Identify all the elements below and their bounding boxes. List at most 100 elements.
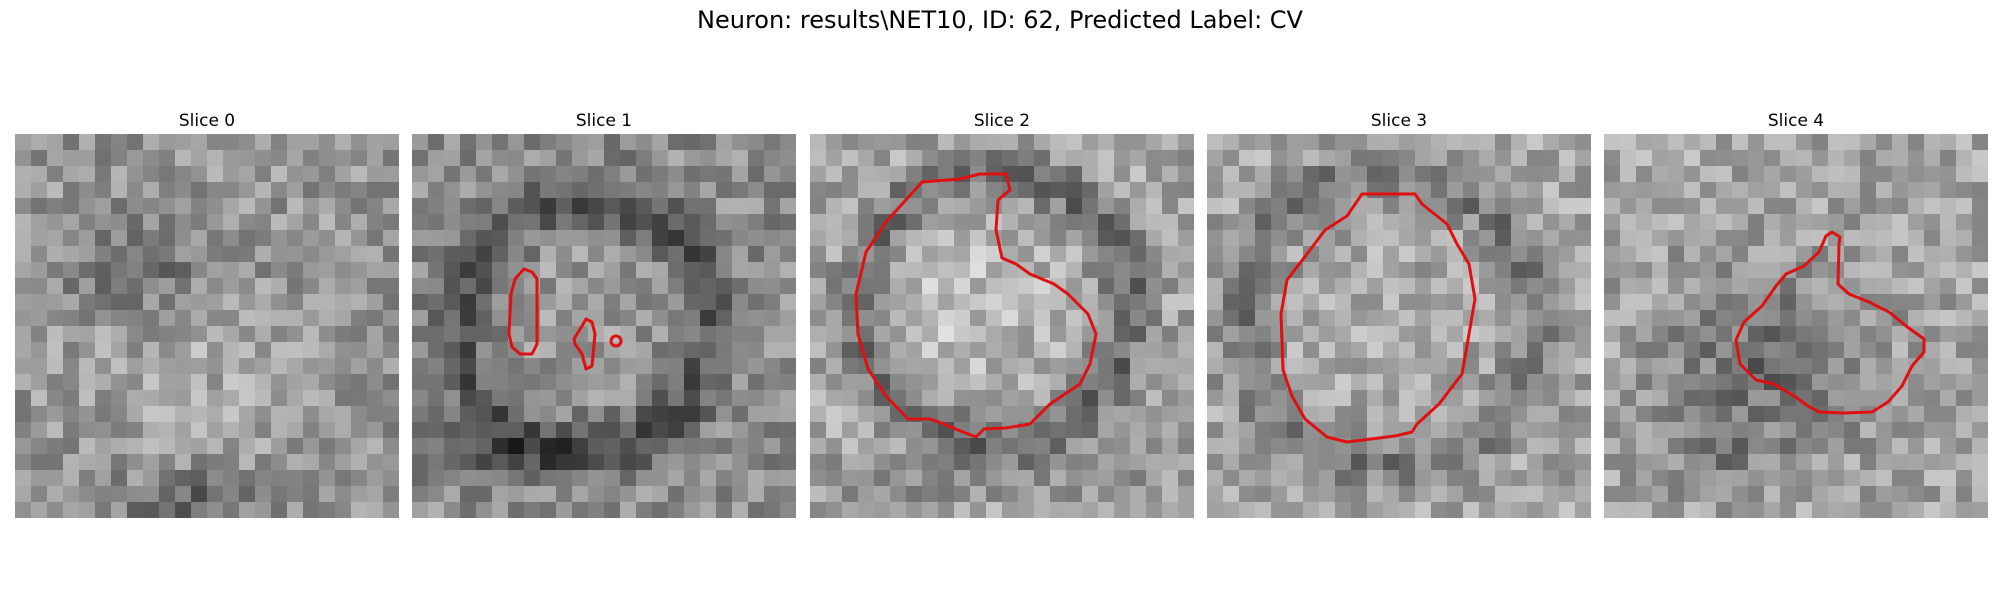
image-pixel [1351,294,1368,311]
image-pixel [1367,230,1384,247]
image-pixel [540,262,557,279]
image-pixel [476,422,493,439]
image-pixel [732,438,749,455]
image-pixel [412,150,429,167]
image-pixel [1684,134,1701,151]
image-pixel [1239,246,1256,263]
image-pixel [810,406,827,423]
image-pixel [255,486,272,503]
image-pixel [1034,214,1051,231]
image-pixel [239,166,256,183]
image-pixel [63,342,80,359]
image-pixel [1812,134,1829,151]
image-pixel [764,262,781,279]
image-pixel [842,358,859,375]
image-pixel [556,182,573,199]
image-pixel [1255,198,1272,215]
image-pixel [780,342,796,359]
image-pixel [460,486,477,503]
image-pixel [1447,486,1464,503]
image-pixel [970,374,987,391]
image-pixel [1511,454,1528,471]
image-pixel [986,134,1003,151]
image-pixel [1940,310,1957,327]
image-pixel [1668,166,1685,183]
image-pixel [1700,342,1717,359]
image-pixel [1178,470,1194,487]
image-pixel [351,406,368,423]
image-pixel [1956,454,1973,471]
image-pixel [588,454,605,471]
image-pixel [986,214,1003,231]
image-pixel [1415,342,1432,359]
image-pixel [111,278,128,295]
image-pixel [47,406,64,423]
image-pixel [95,486,112,503]
image-pixel [47,454,64,471]
image-pixel [1924,182,1941,199]
image-pixel [1796,134,1813,151]
image-pixel [1178,454,1194,471]
image-pixel [1479,470,1496,487]
image-pixel [1066,422,1083,439]
image-pixel [1764,230,1781,247]
image-pixel [335,438,352,455]
image-pixel [444,150,461,167]
image-pixel [1876,406,1893,423]
image-pixel [223,166,240,183]
image-pixel [351,182,368,199]
image-pixel [1447,150,1464,167]
image-pixel [1543,502,1560,518]
image-pixel [858,486,875,503]
image-pixel [1812,438,1829,455]
image-pixel [826,310,843,327]
image-pixel [1018,134,1035,151]
image-pixel [652,294,669,311]
image-pixel [1844,358,1861,375]
image-pixel [1367,198,1384,215]
image-pixel [780,486,796,503]
image-pixel [906,166,923,183]
image-pixel [890,182,907,199]
image-pixel [1604,246,1621,263]
image-pixel [572,262,589,279]
image-pixel [367,470,384,487]
image-pixel [47,246,64,263]
image-pixel [970,438,987,455]
image-pixel [1620,230,1637,247]
image-pixel [1764,182,1781,199]
image-pixel [810,342,827,359]
image-pixel [1924,278,1941,295]
image-pixel [1146,134,1163,151]
image-pixel [1479,502,1496,518]
image-pixel [1636,230,1653,247]
image-pixel [556,310,573,327]
image-pixel [1399,454,1416,471]
image-pixel [1002,214,1019,231]
image-pixel [748,406,765,423]
image-pixel [1796,230,1813,247]
image-pixel [1716,486,1733,503]
image-pixel [412,294,429,311]
image-pixel [906,438,923,455]
image-pixel [1178,214,1194,231]
image-pixel [1255,342,1272,359]
image-pixel [874,454,891,471]
image-pixel [1207,438,1224,455]
image-pixel [1082,374,1099,391]
image-pixel [668,390,685,407]
image-pixel [1956,470,1973,487]
image-pixel [444,246,461,263]
image-pixel [1620,486,1637,503]
image-pixel [1463,294,1480,311]
image-pixel [1812,422,1829,439]
image-pixel [588,214,605,231]
image-pixel [668,502,685,518]
image-pixel [1972,166,1988,183]
image-pixel [223,406,240,423]
image-pixel [1415,454,1432,471]
image-pixel [540,422,557,439]
image-pixel [1636,246,1653,263]
image-pixel [1828,342,1845,359]
image-pixel [1463,166,1480,183]
